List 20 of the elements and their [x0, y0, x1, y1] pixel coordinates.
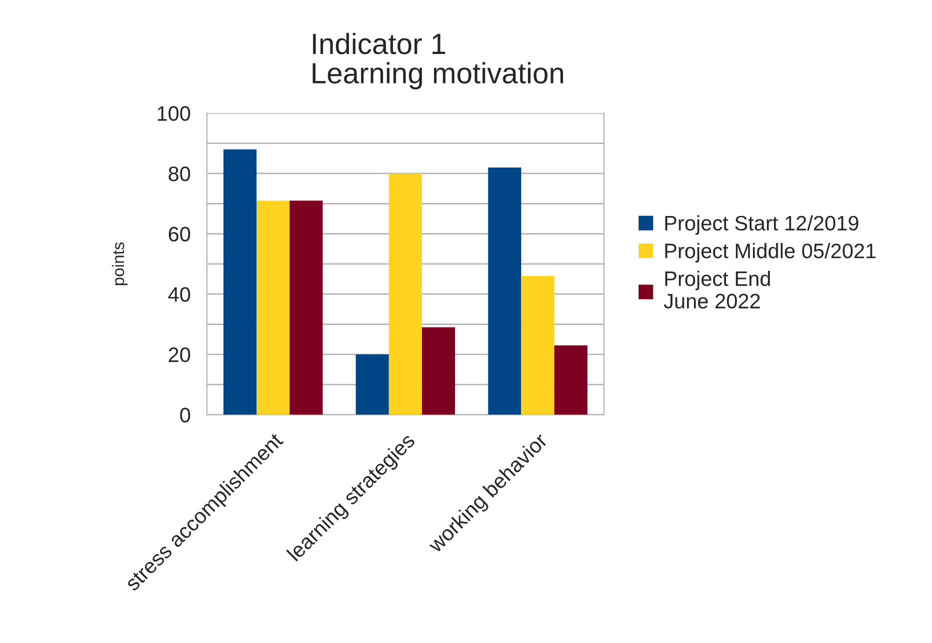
bar	[256, 200, 290, 415]
y-tick-label: 20	[168, 347, 190, 362]
legend-label: Project Middle 05/2021	[665, 243, 876, 262]
bar	[488, 167, 522, 415]
bar	[290, 200, 323, 415]
bar	[356, 354, 389, 415]
chart-title: Indicator 1 Learning motivation	[312, 32, 564, 90]
y-tick-label: 0	[180, 408, 190, 422]
bar	[554, 345, 588, 415]
y-tick-label: 80	[168, 166, 190, 182]
y-tick-label: 60	[168, 226, 190, 242]
legend-label: Project Start 12/2019	[665, 215, 858, 235]
y-tick-label: 100	[158, 106, 190, 121]
bar	[223, 149, 257, 415]
bar	[521, 276, 554, 415]
y-axis-title: points	[112, 242, 128, 286]
bar	[388, 173, 422, 415]
bar	[422, 327, 456, 415]
y-tick-label: 40	[168, 287, 190, 302]
legend-label: Project End June 2022	[664, 270, 770, 309]
